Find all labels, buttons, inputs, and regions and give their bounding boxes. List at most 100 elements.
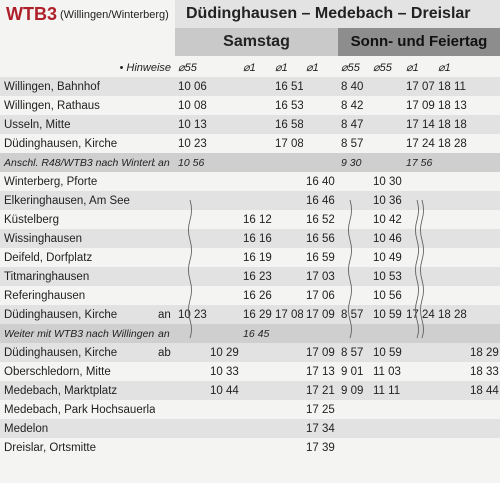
day-header: Samstag: [175, 28, 338, 56]
time-cell: 8 47: [338, 115, 371, 134]
time-cell: 10 59: [370, 305, 404, 324]
note-cell: ⌀1: [306, 62, 319, 74]
time-cell: [175, 324, 208, 343]
time-cell: [272, 419, 304, 438]
arrival-departure: [155, 229, 176, 248]
time-cell: 17 09: [303, 343, 339, 362]
time-cell: 8 40: [338, 77, 371, 96]
time-cell: [207, 134, 240, 153]
time-cell: [207, 210, 240, 229]
time-cell: [370, 324, 404, 343]
stop-name: Elkeringhausen, Am See: [0, 191, 155, 210]
stop-name: Düdinghausen, Kirche: [0, 305, 155, 324]
time-cell: [370, 134, 403, 153]
time-cell: 17 24: [403, 305, 436, 324]
time-cell: 10 08: [178, 99, 207, 112]
time-cell: [467, 134, 500, 153]
time-cell: [207, 438, 240, 457]
note-cell: ⌀55: [178, 62, 197, 74]
time-cell: 17 06: [306, 289, 335, 302]
notes-row: • Hinweise ⌀55 ⌀1 ⌀1 ⌀1 ⌀55 ⌀55 ⌀1 ⌀1: [0, 58, 500, 77]
time-cell: 10 23: [178, 137, 207, 150]
line-region: (Willingen/Winterberg): [60, 9, 169, 21]
time-cell: [175, 229, 208, 248]
time-cell: [403, 419, 436, 438]
time-cell: [435, 343, 468, 362]
arrival-departure: [155, 191, 176, 210]
time-cell: [175, 286, 207, 305]
arrival-departure: [155, 438, 175, 457]
time-cell: 10 59: [370, 343, 404, 362]
time-cell: [207, 305, 241, 324]
time-cell: 17 56: [403, 153, 436, 172]
time-cell: 10 44: [207, 381, 241, 400]
time-cell: 17 08: [272, 305, 304, 324]
time-cell: 18 28: [435, 305, 468, 324]
time-cell: [240, 172, 272, 191]
time-cell: 16 59: [306, 251, 335, 264]
time-cell: 16 46: [303, 191, 339, 210]
time-cell: [435, 191, 468, 210]
time-cell: 8 57: [338, 343, 371, 362]
time-cell: 16 45: [240, 324, 273, 343]
time-cell: 9 30: [338, 153, 371, 172]
time-cell: [338, 438, 370, 457]
time-cell: [338, 324, 371, 343]
time-cell: [370, 438, 403, 457]
arrival-departure: [155, 77, 176, 96]
time-cell: 10 42: [373, 213, 402, 226]
stop-name: Winterberg, Pforte: [4, 175, 98, 188]
timetable: • Hinweise ⌀55 ⌀1 ⌀1 ⌀1 ⌀55 ⌀55 ⌀1 ⌀1 Willingen, …: [0, 58, 500, 457]
arrival-departure: [155, 248, 175, 267]
time-cell: 17 21: [303, 381, 339, 400]
stop-row: Weiter mit WTB3 nach Willingen an 16 45: [0, 324, 500, 343]
time-cell: 16 19: [243, 251, 272, 264]
time-cell: [272, 248, 303, 267]
time-cell: [338, 172, 370, 191]
time-cell: [303, 96, 338, 115]
time-cell: [435, 419, 468, 438]
day-header: Sonn- und Feiertag: [338, 28, 500, 56]
time-cell: 18 13: [438, 99, 467, 112]
time-cell: [467, 96, 500, 115]
time-cell: [207, 172, 240, 191]
time-cell: [338, 191, 371, 210]
time-cell: [207, 229, 241, 248]
stop-name: Anschl. R48/WTB3 nach Winterberg: [0, 153, 155, 172]
time-cell: 17 03: [303, 267, 339, 286]
stop-row: Deifeld, Dorfplatz 16 19 16 59 10 49: [0, 248, 500, 267]
stop-name: Wissinghausen: [0, 229, 155, 248]
time-cell: [272, 229, 304, 248]
time-cell: [303, 134, 338, 153]
time-cell: [272, 324, 304, 343]
stop-row: Oberschledorn, Mitte 10 33 17 13 9 01 11 03 1…: [0, 362, 500, 381]
time-cell: 9 09: [338, 381, 371, 400]
line-code: WTB3: [6, 4, 57, 24]
time-cell: [403, 267, 436, 286]
time-cell: [338, 419, 371, 438]
time-cell: [175, 400, 207, 419]
note-cell: ⌀1: [243, 62, 256, 74]
time-cell: [435, 210, 467, 229]
arrival-departure: an: [155, 305, 176, 324]
time-cell: [175, 343, 208, 362]
time-cell: 11 11: [370, 381, 404, 400]
time-cell: [175, 248, 207, 267]
time-cell: 16 40: [306, 175, 335, 188]
time-cell: [207, 248, 240, 267]
time-cell: [435, 248, 467, 267]
time-cell: [467, 419, 500, 438]
arrival-departure: [155, 96, 175, 115]
time-cell: [207, 267, 241, 286]
time-cell: [272, 191, 304, 210]
stop-row: Düdinghausen, Kirche ab 10 29 17 09 8 57 10 5…: [0, 343, 500, 362]
time-cell: [467, 400, 500, 419]
stop-row: Wissinghausen 16 16 16 56 10 46: [0, 229, 500, 248]
time-cell: [207, 400, 240, 419]
stop-row: Willingen, Bahnhof 10 06 16 51 8 40 17 07 18 …: [0, 77, 500, 96]
time-cell: [403, 286, 435, 305]
stop-name: Medelon: [0, 419, 155, 438]
stop-row: Referinghausen 16 26 17 06 10 56: [0, 286, 500, 305]
stop-name: Deifeld, Dorfplatz: [4, 251, 93, 264]
